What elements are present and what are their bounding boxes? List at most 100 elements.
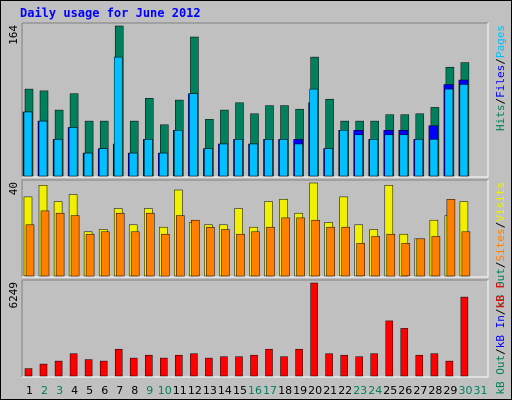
bar-kb-f-day-14 <box>220 356 228 377</box>
bar-sites-day-2 <box>40 210 50 277</box>
bar-pages-day-4 <box>68 127 78 177</box>
bar-sites-day-16 <box>251 231 260 277</box>
bar-kb-f-day-18 <box>280 356 288 377</box>
bar-sites-day-30 <box>461 231 471 277</box>
bar-sites-day-12 <box>191 219 200 277</box>
bar-sites-day-10 <box>161 233 170 277</box>
bar-pages-day-9 <box>144 139 153 177</box>
legend-part: kB In <box>494 315 507 348</box>
bar-kb-f-day-3 <box>54 360 63 377</box>
x-tick-label: 4 <box>71 384 78 397</box>
legend-part: Visits <box>494 182 507 222</box>
bar-pages-day-7 <box>113 56 123 177</box>
bar-kb-f-day-30 <box>460 296 469 377</box>
x-tick-label: 20 <box>308 384 322 397</box>
x-tick-label: 26 <box>398 384 412 397</box>
bar-kb-f-day-11 <box>175 354 183 377</box>
bar-kb-f-day-28 <box>430 353 439 377</box>
bar-sites-day-9 <box>146 212 155 277</box>
bar-pages-day-26 <box>399 134 409 177</box>
bar-kb-f-day-6 <box>99 360 108 377</box>
bar-kb-f-day-15 <box>235 356 243 377</box>
bar-pages-day-2 <box>38 120 48 177</box>
bar-sites-day-1 <box>25 224 35 277</box>
legend-part: / <box>494 222 507 229</box>
x-tick-label: 10 <box>158 384 172 397</box>
bar-sites-day-11 <box>176 215 185 277</box>
bar-pages-day-22 <box>339 130 348 177</box>
bar-sites-day-22 <box>341 226 350 277</box>
bar-sites-day-4 <box>70 215 80 277</box>
bar-kb-f-day-10 <box>160 357 168 377</box>
bar-kb-f-day-20 <box>310 282 318 377</box>
x-tick-label: 31 <box>474 384 488 397</box>
bar-kb-f-day-8 <box>129 357 138 377</box>
legend-part: / <box>494 348 507 355</box>
x-tick-label: 5 <box>86 384 93 397</box>
x-tick-label: 14 <box>218 384 232 397</box>
bar-kb-f-day-21 <box>325 353 333 377</box>
legend-part: / <box>494 98 507 105</box>
bar-sites-day-5 <box>85 233 95 277</box>
bar-sites-day-3 <box>55 212 65 277</box>
bar-sites-day-27 <box>416 238 426 277</box>
x-tick-label: 28 <box>428 384 442 397</box>
bar-sites-day-13 <box>206 226 215 277</box>
bar-pages-day-24 <box>369 139 378 177</box>
x-tick-label: 15 <box>233 384 247 397</box>
x-tick-label: 7 <box>116 384 123 397</box>
bar-sites-day-24 <box>371 236 380 277</box>
bar-kb-f-day-7 <box>114 348 123 377</box>
bar-sites-day-18 <box>281 217 290 277</box>
bar-sites-day-14 <box>221 229 230 277</box>
bar-sites-day-15 <box>236 233 245 277</box>
bar-pages-day-10 <box>159 152 168 177</box>
bar-pages-day-16 <box>249 143 258 177</box>
x-tick-label: 19 <box>293 384 307 397</box>
bar-pages-day-5 <box>83 152 93 177</box>
bar-sites-day-21 <box>326 226 335 277</box>
bar-kb-f-day-27 <box>415 354 424 377</box>
bar-pages-day-20 <box>309 88 318 177</box>
bar-sites-day-17 <box>266 226 275 277</box>
panel-2-max-label: 40 <box>7 182 20 195</box>
bar-kb-f-day-19 <box>295 348 303 377</box>
bar-pages-day-15 <box>234 139 243 177</box>
bar-pages-day-1 <box>23 111 33 177</box>
bar-pages-day-18 <box>279 139 288 177</box>
bar-kb-f-day-12 <box>190 353 198 377</box>
panel-3-legend: kB Out/kB In/kB F <box>494 282 507 395</box>
bar-pages-day-13 <box>204 148 213 177</box>
bar-pages-day-27 <box>414 139 424 177</box>
x-tick-label: 8 <box>131 384 138 397</box>
panel-1-legend: Hits/Files/Pages <box>494 25 507 131</box>
bar-pages-day-23 <box>354 134 363 177</box>
legend-part: / <box>494 262 507 269</box>
bar-pages-day-14 <box>219 143 228 177</box>
bar-pages-day-28 <box>429 139 439 177</box>
bar-pages-day-3 <box>53 139 63 177</box>
bar-pages-day-12 <box>189 93 198 177</box>
bar-kb-f-day-13 <box>205 357 213 377</box>
bar-kb-f-day-16 <box>250 354 258 377</box>
x-tick-label: 6 <box>101 384 108 397</box>
bar-sites-day-20 <box>311 219 320 277</box>
x-tick-label: 17 <box>263 384 277 397</box>
bar-kb-f-day-29 <box>445 360 454 377</box>
bar-kb-f-day-4 <box>69 353 78 377</box>
legend-part: Files <box>494 65 507 98</box>
x-tick-label: 30 <box>459 384 473 397</box>
bar-kb-f-day-24 <box>370 353 378 377</box>
legend-part: Pages <box>494 25 507 58</box>
x-tick-label: 11 <box>173 384 187 397</box>
x-tick-label: 16 <box>248 384 262 397</box>
bar-pages-day-21 <box>324 148 333 177</box>
bar-sites-day-6 <box>100 231 110 277</box>
legend-part: / <box>494 58 507 65</box>
bar-kb-f-day-23 <box>355 356 363 377</box>
bar-pages-day-17 <box>264 139 273 177</box>
x-tick-label: 18 <box>278 384 292 397</box>
bar-pages-day-11 <box>174 130 183 177</box>
